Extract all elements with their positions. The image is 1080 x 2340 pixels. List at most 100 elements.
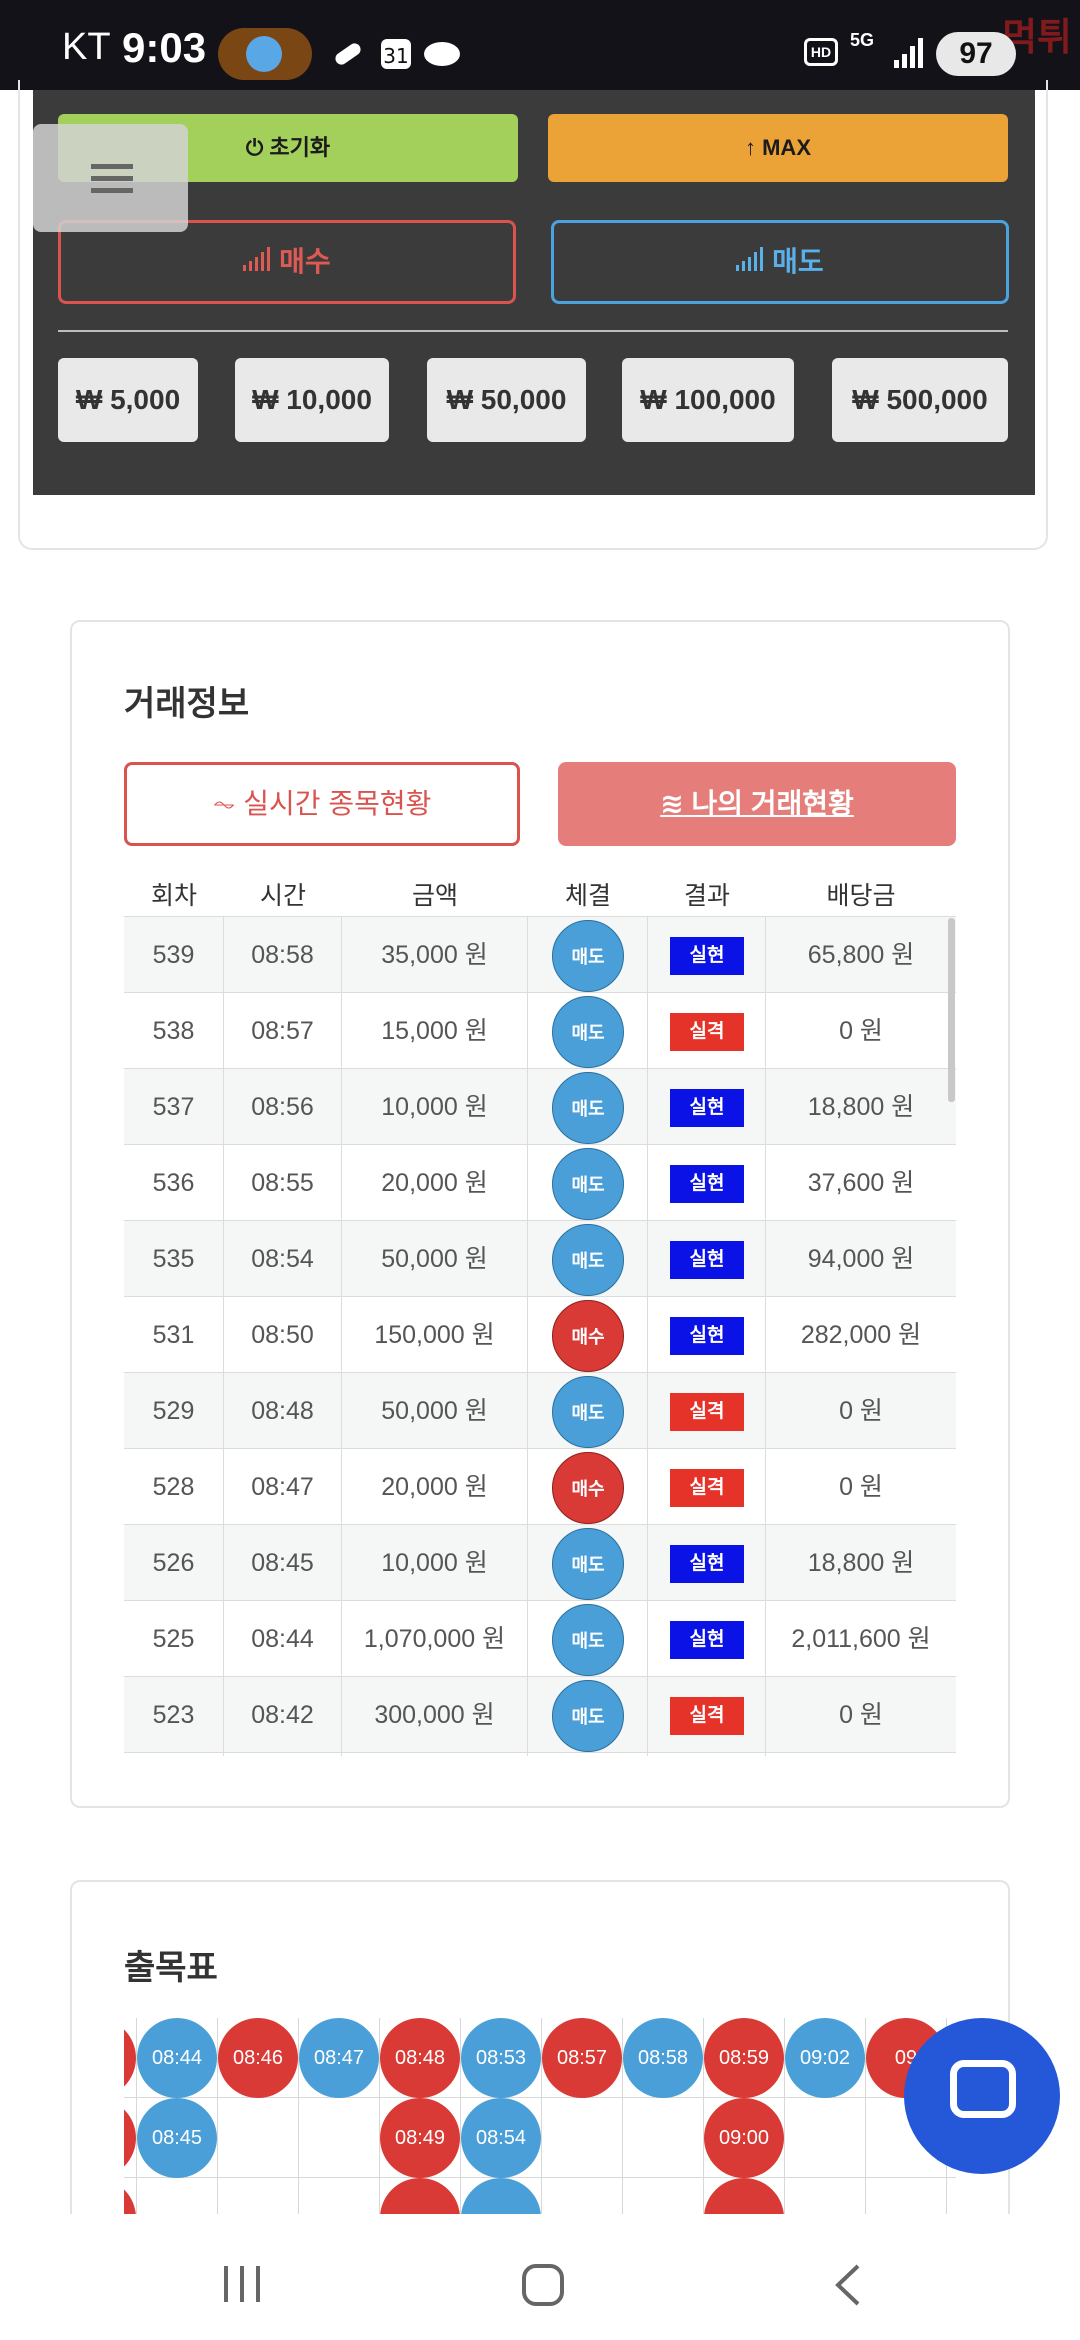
section-title: 출목표: [124, 1949, 218, 1987]
calendar-icon: 31: [378, 36, 414, 80]
home-icon[interactable]: [520, 2262, 566, 2318]
app-indicator-icon: [218, 28, 312, 80]
cell-round: 537: [124, 1069, 224, 1145]
tab-live-label: 실시간 종목현황: [243, 788, 432, 819]
cell-payout: 94,000 원: [807, 1245, 915, 1273]
cell-time: 08:45: [224, 1525, 342, 1601]
result-badge: 실현: [670, 1241, 744, 1279]
grid-cell: [461, 2178, 542, 2214]
table-row: 529 08:48 50,000 원 매도 실격 0 원: [124, 1373, 956, 1449]
cell-round: 526: [124, 1525, 224, 1601]
grid-cell: [218, 2178, 299, 2214]
trade-table[interactable]: 539 08:58 35,000 원 매도 실현 65,800 원 538 08:57 15,0…: [124, 916, 956, 1756]
cell-time: 08:56: [224, 1069, 342, 1145]
pill-icon: [330, 36, 366, 80]
amount-button-10000[interactable]: ₩ 10,000: [235, 358, 389, 442]
amount-button-5000[interactable]: ₩ 5,000: [58, 358, 198, 442]
buy-result-ball: 08:59: [704, 2018, 784, 2098]
cell-result: 실현: [648, 1221, 766, 1297]
result-badge: 실현: [670, 1317, 744, 1355]
cell-time: 08:55: [224, 1145, 342, 1221]
waves-icon: ≋: [660, 788, 684, 819]
table-row: 531 08:50 150,000 원 매수 실현 282,000 원: [124, 1297, 956, 1373]
battery-indicator: 97: [936, 32, 1016, 76]
grid-cell: [947, 2098, 956, 2178]
column-header: 회차: [150, 882, 197, 910]
table-row: 538 08:57 15,000 원 매도 실격 0 원: [124, 993, 956, 1069]
grid-cell: [299, 2098, 380, 2178]
result-badge: 실현: [670, 1165, 744, 1203]
amount-button-500000[interactable]: ₩ 500,000: [832, 358, 1008, 442]
table-row: 536 08:55 20,000 원 매도 실현 37,600 원: [124, 1145, 956, 1221]
cell-amount: 50,000 원: [342, 1221, 528, 1297]
cell-side: 매도: [528, 1753, 648, 1756]
table-scrollbar[interactable]: [948, 918, 955, 1102]
cell-result: 실격: [648, 1677, 766, 1753]
signal-icon: [892, 34, 926, 75]
result-badge: 실현: [670, 1621, 744, 1659]
cell-time: 08:57: [224, 993, 342, 1069]
cell-round: 539: [124, 917, 224, 993]
cell-amount: 15,000 원: [342, 993, 528, 1069]
table-row: 535 08:54 50,000 원 매도 실현 94,000 원: [124, 1221, 956, 1297]
cell-amount: 10,000 원: [342, 1069, 528, 1145]
cell-result: 실격: [648, 1449, 766, 1525]
cell-round: 525: [124, 1601, 224, 1677]
result-badge: 실현: [670, 1545, 744, 1583]
cell-round: 529: [124, 1373, 224, 1449]
cell-payout: 37,600 원: [807, 1169, 915, 1197]
sell-button[interactable]: 매도: [551, 220, 1009, 304]
column-header: 시간: [259, 882, 306, 910]
back-icon[interactable]: [828, 2262, 868, 2318]
cell-amount: 10,000 원: [342, 1525, 528, 1601]
amount-button-50000[interactable]: ₩ 50,000: [427, 358, 586, 442]
cell-side: 매도: [528, 1677, 648, 1753]
sell-badge: 매도: [552, 1528, 624, 1600]
grid-cell: [137, 2178, 218, 2214]
network-type: 5G: [850, 30, 875, 50]
result-badge: 실현: [670, 1089, 744, 1127]
menu-icon[interactable]: [33, 124, 188, 232]
signal-bars-icon: [243, 246, 271, 277]
chat-button[interactable]: [904, 2018, 1060, 2174]
cell-time: 08:58: [224, 917, 342, 993]
cell-payout: 0 원: [839, 1701, 883, 1729]
grid-cell: [704, 2178, 785, 2214]
tab-my-trades[interactable]: ≋ 나의 거래현황: [558, 762, 956, 846]
cell-payout: 0 원: [839, 1473, 883, 1501]
section-title: 거래정보: [124, 685, 250, 723]
cell-side: 매수: [528, 1449, 648, 1525]
hd-icon: HD: [804, 38, 838, 66]
cell-payout: 18,800 원: [807, 1093, 915, 1121]
cell-result: 실현: [648, 1525, 766, 1601]
cell-time: [224, 1753, 342, 1756]
buy-button[interactable]: 매수: [58, 220, 516, 304]
cell-amount: 300,000 원: [342, 1677, 528, 1753]
buy-badge: 매수: [552, 1452, 624, 1524]
cell-amount: 20,000 원: [342, 1145, 528, 1221]
cell-side: 매도: [528, 1601, 648, 1677]
amount-button-100000[interactable]: ₩ 100,000: [622, 358, 794, 442]
sell-badge: 매도: [552, 1148, 624, 1220]
sell-badge: 매도: [552, 920, 624, 992]
carrier-label: KT: [62, 26, 111, 68]
result-badge: 실격: [670, 1013, 744, 1051]
recent-apps-icon[interactable]: [220, 2262, 264, 2316]
grid-cell: [542, 2098, 623, 2178]
cell-time: 08:47: [224, 1449, 342, 1525]
grid-cell: [866, 2178, 947, 2214]
cell-payout: 65,800 원: [807, 941, 915, 969]
sell-result-ball: 08:47: [299, 2018, 379, 2098]
column-header: 결과: [683, 882, 730, 910]
tab-live-status[interactable]: ⏦ 실시간 종목현황: [124, 762, 520, 846]
cell-side: 매도: [528, 917, 648, 993]
cell-side: 매도: [528, 1221, 648, 1297]
result-grid: 0108:4408:4508:4608:4708:4808:4908:5308:…: [124, 2018, 956, 2214]
table-row: 525 08:44 1,070,000 원 매도 실현 2,011,600 원: [124, 1601, 956, 1677]
trade-info-card: [70, 620, 1010, 1808]
result-badge: 실격: [670, 1469, 744, 1507]
cell-round: 536: [124, 1145, 224, 1221]
max-button[interactable]: ↑ MAX: [548, 114, 1008, 182]
grid-cell: [124, 2018, 137, 2098]
buy-badge: 매수: [552, 1300, 624, 1372]
